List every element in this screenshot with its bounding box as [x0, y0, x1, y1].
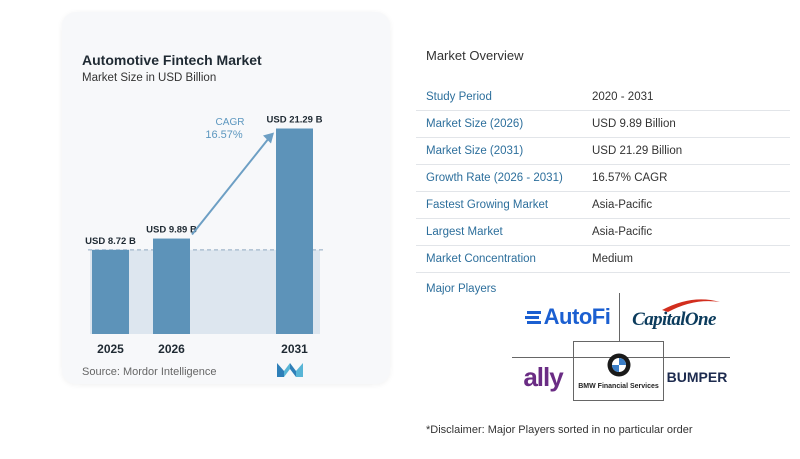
chart-card: Automotive Fintech Market Market Size in… — [62, 12, 390, 384]
overview-row-value: 16.57% CAGR — [592, 172, 668, 184]
overview-row-label: Market Size (2031) — [426, 145, 524, 157]
cagr-value: 16.57% — [205, 129, 243, 141]
chart-title: Automotive Fintech Market — [82, 52, 262, 68]
market-overview-title: Market Overview — [426, 48, 524, 63]
bumper-logo: BUMPER — [665, 357, 729, 397]
data-label: USD 9.89 B — [146, 225, 197, 236]
overview-row-label: Market Size (2026) — [426, 118, 524, 130]
ally-wordmark: ally — [523, 361, 563, 392]
source-text: Source: Mordor Intelligence — [82, 366, 217, 378]
overview-row-label: Largest Market — [426, 226, 503, 238]
overview-row: Largest Market Asia-Pacific — [416, 219, 790, 246]
autofi-logo: AutoFi — [520, 300, 615, 334]
overview-row-label: Fastest Growing Market — [426, 199, 549, 211]
bar-2025 — [92, 249, 129, 334]
overview-row-value: Asia-Pacific — [592, 226, 653, 238]
overview-row-value: USD 21.29 Billion — [592, 145, 683, 157]
overview-row-value: Asia-Pacific — [592, 199, 653, 211]
bar-chart: USD 8.72 B 2025 USD 9.89 B 2026 USD 21.29 B 2… — [85, 115, 326, 356]
x-tick-label: 2031 — [281, 342, 308, 356]
logo-grid-divider — [663, 341, 664, 401]
logo-grid-divider — [573, 341, 574, 401]
bumper-wordmark: BUMPER — [666, 369, 728, 385]
capitalone-logo: CapitalOne — [622, 296, 726, 336]
logo-grid-divider — [619, 293, 620, 341]
overview-row: Fastest Growing Market Asia-Pacific — [416, 192, 790, 219]
major-players-title: Major Players — [426, 283, 497, 295]
autofi-wordmark: AutoFi — [543, 304, 611, 329]
overview-row: Market Concentration Medium — [416, 246, 790, 273]
ally-logo: ally — [514, 357, 572, 397]
disclaimer-text: *Disclaimer: Major Players sorted in no … — [426, 424, 693, 436]
overview-row-label: Market Concentration — [426, 253, 536, 265]
overview-row: Market Size (2026) USD 9.89 Billion — [416, 111, 790, 138]
overview-row-label: Study Period — [426, 91, 492, 103]
cagr-label: CAGR — [216, 117, 245, 128]
cagr-arrow — [191, 134, 272, 236]
capitalone-wordmark: CapitalOne — [632, 309, 716, 330]
data-label: USD 8.72 B — [85, 236, 136, 247]
overview-row: Study Period 2020 - 2031 — [416, 84, 790, 111]
chart-subtitle: Market Size in USD Billion — [82, 72, 217, 84]
overview-row: Growth Rate (2026 - 2031) 16.57% CAGR — [416, 165, 790, 192]
market-overview-table: Study Period 2020 - 2031 Market Size (2026… — [416, 84, 790, 273]
bar-2031 — [276, 128, 313, 334]
x-tick-label: 2025 — [97, 342, 124, 356]
x-tick-label: 2026 — [158, 342, 185, 356]
bmw-wordmark: BMW Financial Services — [578, 382, 659, 390]
overview-row: Market Size (2031) USD 21.29 Billion — [416, 138, 790, 165]
cagr-arrow-head — [263, 132, 274, 144]
logo-grid-divider — [573, 341, 664, 342]
bmw-logo: BMW Financial Services — [574, 342, 663, 400]
data-label: USD 21.29 B — [267, 115, 323, 126]
overview-row-value: USD 9.89 Billion — [592, 118, 676, 130]
bmw-roundel-icon — [607, 353, 630, 376]
overview-row-value: Medium — [592, 253, 633, 265]
mordor-intelligence-logo-icon — [277, 363, 303, 377]
logo-grid-divider — [573, 400, 664, 401]
bar-2026 — [153, 238, 190, 334]
capitalone-swoosh-icon — [662, 299, 720, 312]
overview-row-label: Growth Rate (2026 - 2031) — [426, 172, 563, 184]
overview-row-value: 2020 - 2031 — [592, 91, 654, 103]
autofi-mark-icon — [524, 311, 541, 324]
